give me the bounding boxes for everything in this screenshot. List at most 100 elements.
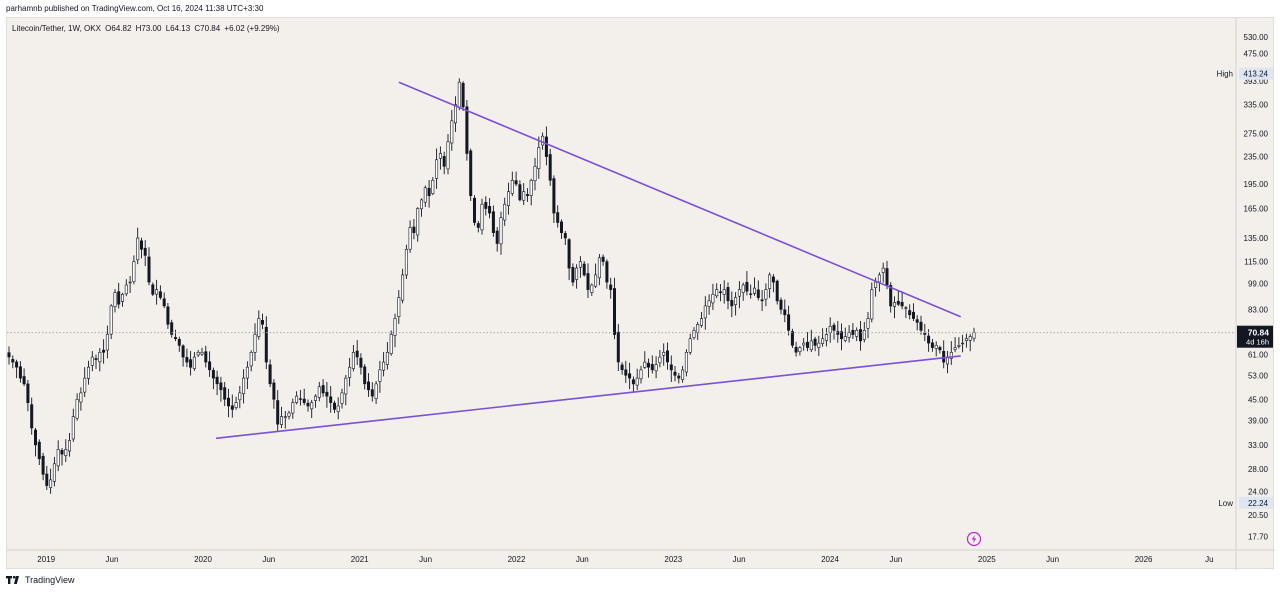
candle-body (211, 369, 215, 379)
legend-close: C70.84 (194, 24, 221, 33)
candle-body (582, 263, 586, 276)
legend-open: O64.82 (105, 24, 132, 33)
candle-body (30, 404, 34, 429)
time-axis-label: Jun (106, 555, 119, 564)
candle-body (699, 318, 703, 326)
candle-body (900, 301, 904, 307)
candle-body (571, 267, 575, 283)
footer-brand: TradingView (25, 575, 75, 585)
candle-body (768, 274, 772, 289)
candle-body (431, 180, 435, 194)
candle-body (238, 392, 242, 401)
candle-body (109, 305, 113, 335)
candle-body (488, 206, 492, 214)
candle-body (351, 351, 355, 369)
time-axis-label: Ju (1205, 555, 1213, 564)
candle-body (908, 310, 912, 316)
candle-body (83, 377, 87, 393)
candle-body (646, 362, 650, 368)
candle-body (56, 449, 60, 467)
low-value-box (1239, 496, 1273, 509)
candle-body (276, 400, 280, 425)
price-tick-label: 530.00 (1244, 33, 1269, 42)
candle-body (242, 377, 246, 394)
candle-body (934, 344, 938, 349)
candle-body (552, 178, 556, 214)
candle-body (268, 364, 272, 385)
candle-body (469, 150, 473, 196)
candle-body (162, 298, 166, 307)
candle-body (336, 405, 340, 412)
candle-body (855, 329, 859, 337)
candle-body (272, 382, 276, 400)
time-axis-label: 2023 (664, 555, 682, 564)
candle-body (491, 211, 495, 233)
candle-body (408, 227, 412, 250)
candle-body (881, 267, 885, 273)
candle-body (287, 412, 291, 417)
candle-body (737, 289, 741, 297)
high-label: High (1217, 70, 1233, 79)
candle-body (442, 156, 446, 167)
candle-body (230, 405, 234, 410)
candle-body (813, 338, 817, 346)
candle-body (650, 364, 654, 371)
bar-countdown: 4d 16h (1246, 338, 1269, 347)
candle-body (866, 318, 870, 329)
candle-body (518, 184, 522, 201)
candle-body (355, 350, 359, 358)
symbol-legend: Litecoin/Tether, 1W, OKX O64.82 H73.00 L… (12, 24, 282, 33)
candle-body (382, 361, 386, 371)
candle-body (707, 300, 711, 307)
publisher-line: parhamnb published on TradingView.com, O… (6, 4, 264, 13)
candle-body (839, 331, 843, 340)
candle-body (639, 369, 643, 380)
time-axis-label: 2020 (194, 555, 212, 564)
candle-body (472, 197, 476, 223)
candle-body (321, 385, 325, 394)
candle-body (370, 389, 374, 397)
candle-body (889, 285, 893, 307)
candle-body (98, 351, 102, 363)
candle-body (563, 233, 567, 239)
candle-body (174, 337, 178, 339)
time-axis-label: Jun (733, 555, 746, 564)
candle-body (787, 314, 791, 331)
candle-body (366, 381, 370, 391)
candle-body (245, 366, 249, 379)
candle-body (760, 299, 764, 302)
candle-body (612, 288, 616, 335)
time-axis-label: Jun (889, 555, 902, 564)
candle-body (862, 329, 866, 340)
high-value-box (1239, 67, 1273, 80)
candle-body (741, 284, 745, 293)
time-axis-label: 2026 (1135, 555, 1153, 564)
flash-icon[interactable] (966, 531, 982, 547)
candle-body (132, 261, 136, 282)
high-value: 413.24 (1244, 70, 1269, 79)
candle-body (87, 366, 91, 379)
candle-body (385, 351, 389, 365)
candle-body (802, 342, 806, 346)
candle-body (681, 369, 685, 380)
candle-body (522, 191, 526, 201)
candle-body (378, 369, 382, 382)
candle-body (722, 289, 726, 295)
candle-body (575, 267, 579, 280)
candle-body (128, 281, 132, 284)
candle-body (253, 334, 257, 353)
candle-body (790, 331, 794, 346)
candle-body (805, 341, 809, 348)
candle-body (949, 351, 953, 359)
price-tick-label: 20.50 (1248, 511, 1269, 520)
candle-body (33, 429, 37, 446)
candle-body (662, 351, 666, 356)
candle-body (264, 326, 268, 363)
chart-frame[interactable]: 530.00 475.00 393.00 335.00 275.00 235.00 195.… (6, 17, 1275, 570)
candle-body (170, 322, 174, 335)
candlestick-chart[interactable]: 530.00 475.00 393.00 335.00 275.00 235.00 195.… (7, 18, 1275, 570)
candle-body (291, 402, 295, 414)
candle-body (877, 274, 881, 283)
candle-body (896, 300, 900, 305)
candle-body (79, 392, 83, 403)
